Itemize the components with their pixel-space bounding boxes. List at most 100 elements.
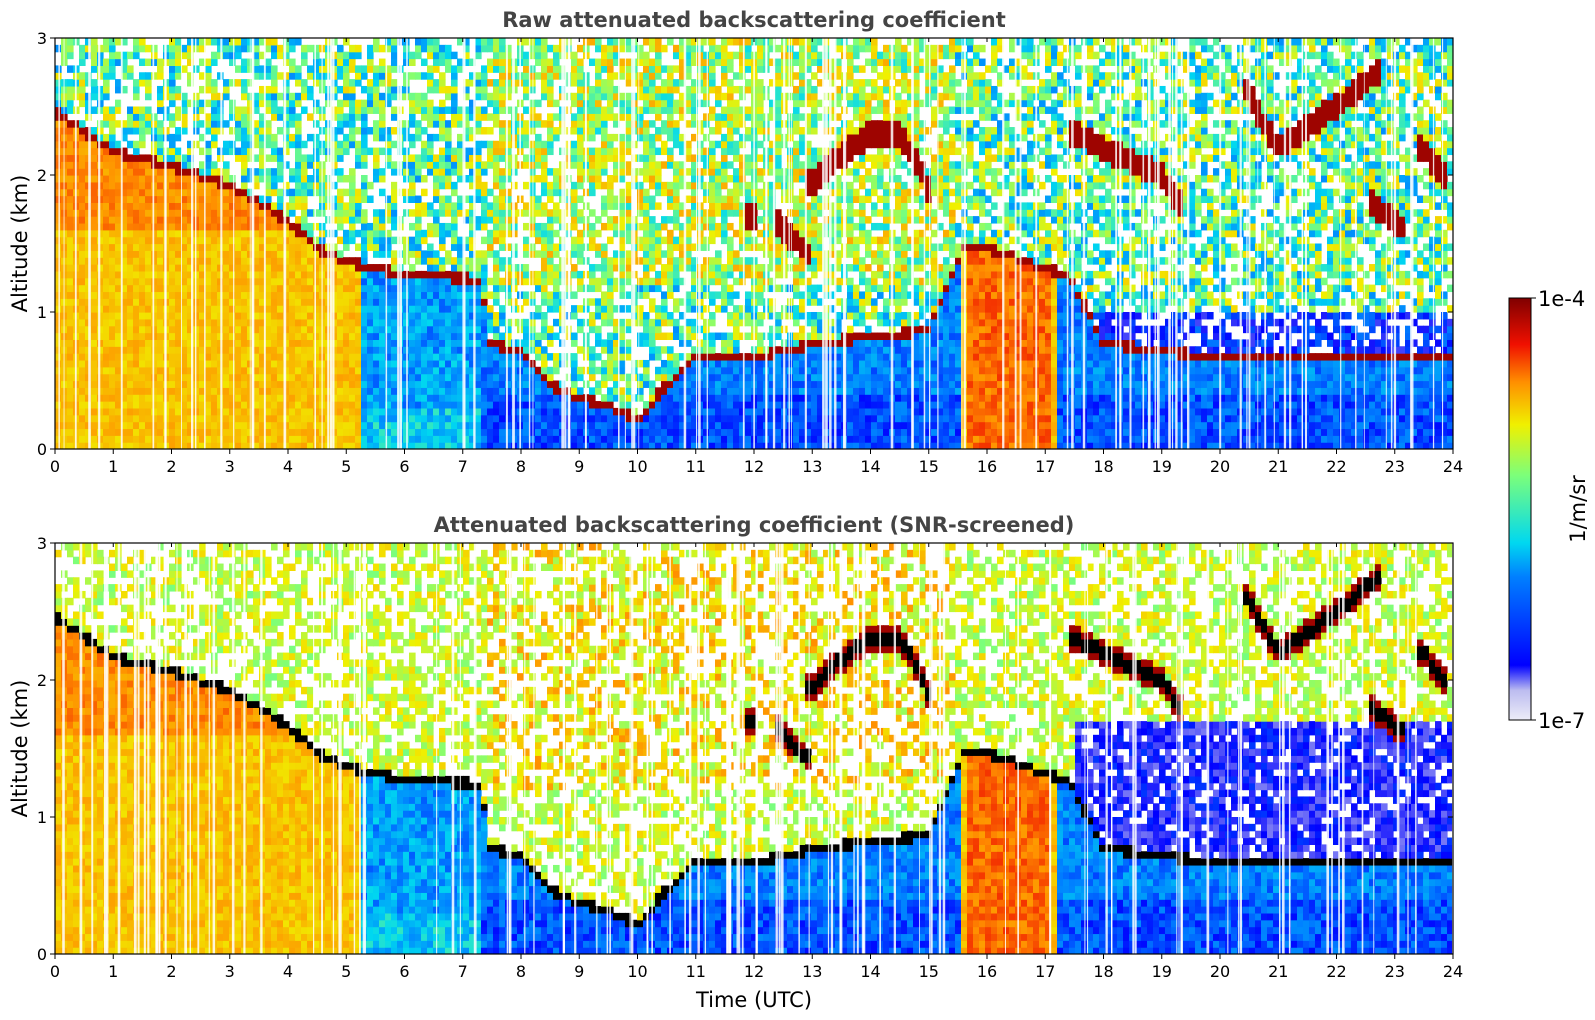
heatmap-cell — [475, 291, 482, 299]
heatmap-cell — [541, 387, 548, 395]
heatmap-cell — [505, 72, 512, 80]
heatmap-cell — [103, 373, 110, 382]
heatmap-cell — [379, 318, 386, 327]
heatmap-cell — [175, 353, 182, 361]
heatmap-cell — [157, 421, 164, 430]
heatmap-cell — [373, 428, 380, 436]
heatmap-cell — [283, 257, 290, 265]
heatmap-cell — [613, 414, 620, 423]
heatmap-cell — [295, 92, 302, 101]
heatmap-cell — [433, 298, 440, 306]
heatmap-cell — [427, 373, 434, 382]
heatmap-cell — [343, 353, 350, 361]
heatmap-cell — [55, 435, 62, 443]
heatmap-cell — [313, 51, 320, 60]
heatmap-cell — [385, 277, 392, 286]
heatmap-cell — [433, 318, 440, 327]
heatmap-cell — [289, 428, 296, 436]
heatmap-cell — [541, 188, 548, 197]
heatmap-cell — [601, 243, 608, 251]
heatmap-cell — [205, 318, 212, 327]
heatmap-cell — [97, 51, 104, 60]
heatmap-cell — [505, 394, 512, 402]
heatmap-cell — [433, 264, 440, 272]
heatmap-cell — [295, 222, 302, 231]
heatmap-cell — [175, 366, 182, 375]
heatmap-cell — [271, 65, 278, 73]
heatmap-cell — [169, 264, 176, 272]
heatmap-cell — [307, 442, 314, 449]
heatmap-cell — [79, 339, 86, 347]
heatmap-cell — [547, 120, 554, 128]
heatmap-cell — [619, 373, 626, 382]
heatmap-cell — [343, 72, 350, 80]
heatmap-cell — [295, 298, 302, 306]
heatmap-cell — [571, 380, 578, 388]
heatmap-cell — [379, 339, 386, 347]
heatmap-cell — [475, 72, 482, 80]
heatmap-cell — [385, 65, 392, 73]
heatmap-cell — [55, 291, 62, 299]
heatmap-cell — [547, 216, 554, 224]
heatmap-cell — [373, 99, 380, 108]
heatmap-cell — [241, 154, 248, 162]
heatmap-cell — [307, 181, 314, 190]
heatmap-cell — [229, 428, 236, 436]
heatmap-cell — [103, 188, 110, 197]
heatmap-cell — [313, 325, 320, 334]
heatmap-cell — [157, 195, 164, 203]
heatmap-cell — [385, 284, 392, 293]
heatmap-cell — [115, 85, 122, 94]
heatmap-cell — [55, 140, 62, 149]
heatmap-cell — [145, 250, 152, 258]
heatmap-cell — [97, 250, 104, 258]
heatmap-cell — [361, 181, 368, 190]
heatmap-cell — [625, 38, 632, 46]
heatmap-cell — [157, 366, 164, 375]
heatmap-cell — [487, 353, 494, 361]
heatmap-cell — [223, 202, 230, 210]
heatmap-cell — [529, 366, 536, 375]
heatmap-cell — [523, 421, 530, 430]
heatmap-cell — [145, 257, 152, 265]
heatmap-cell — [499, 58, 506, 66]
heatmap-cell — [133, 120, 140, 128]
heatmap-cell — [529, 373, 536, 382]
heatmap-cell — [133, 51, 140, 60]
heatmap-cell — [139, 154, 146, 162]
heatmap-cell — [445, 65, 452, 73]
heatmap-cell — [103, 58, 110, 66]
heatmap-cell — [127, 298, 134, 306]
heatmap-cell — [469, 127, 476, 135]
heatmap-cell — [355, 387, 362, 395]
heatmap-cell — [109, 120, 116, 128]
heatmap-cell — [139, 181, 146, 190]
heatmap-cell — [133, 264, 140, 272]
heatmap-cell — [223, 243, 230, 251]
heatmap-cell — [139, 229, 146, 238]
heatmap-cell — [205, 209, 212, 217]
heatmap-cell — [433, 229, 440, 238]
heatmap-cell — [55, 250, 62, 258]
heatmap-cell — [259, 359, 266, 368]
heatmap-cell — [409, 161, 416, 169]
heatmap-cell — [529, 140, 536, 149]
heatmap-cell — [373, 298, 380, 306]
heatmap-cell — [457, 407, 464, 416]
heatmap-cell — [619, 366, 626, 375]
heatmap-cell — [121, 346, 128, 354]
heatmap-cell — [97, 359, 104, 368]
heatmap-cell — [157, 264, 164, 272]
heatmap-cell — [523, 435, 530, 443]
heatmap-cell — [427, 332, 434, 340]
heatmap-cell — [445, 140, 452, 149]
heatmap-cell — [643, 243, 650, 251]
heatmap-cell — [619, 394, 626, 402]
heatmap-cell — [535, 284, 542, 293]
heatmap-cell — [241, 202, 248, 210]
heatmap-cell — [349, 229, 356, 238]
heatmap-cell — [97, 353, 104, 361]
heatmap-cell — [355, 243, 362, 251]
heatmap-cell — [577, 305, 584, 313]
heatmap-cell — [391, 442, 398, 449]
